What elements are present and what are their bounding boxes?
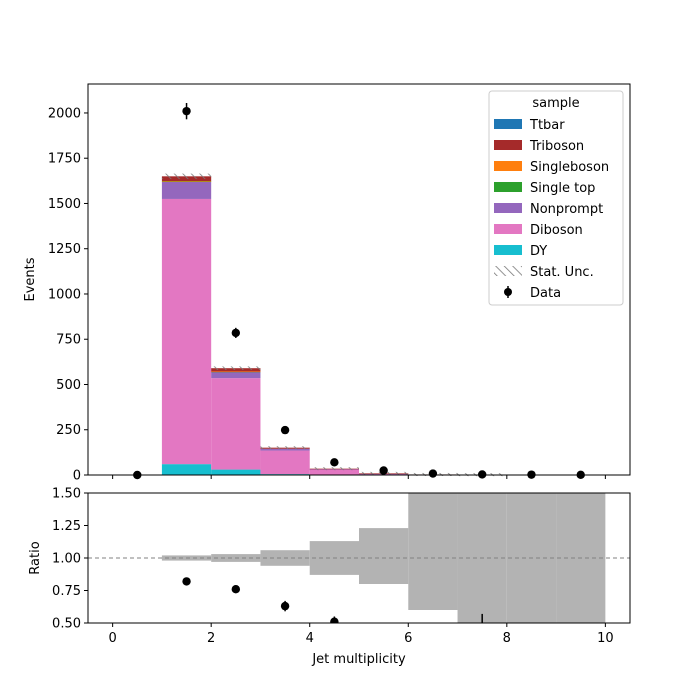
- legend-swatch-stat-unc: [494, 266, 522, 276]
- main-y-tick-label-250: 250: [56, 423, 81, 438]
- ratio-x-tick-label-4: 4: [306, 631, 314, 646]
- ratio-y-tick-label-1.25: 1.25: [52, 519, 81, 534]
- ratio-y-axis-label: Ratio: [28, 541, 43, 574]
- main-panel: 0 250 500 750 1000 1250 1500 1750 2000 Events sa…: [23, 83, 631, 484]
- legend-label-data: Data: [530, 286, 561, 301]
- bar-single-top-bin-1: [161, 181, 212, 182]
- data-point-6: [428, 469, 438, 478]
- bar-nonprompt-bin-1: [161, 181, 212, 199]
- legend-label-singleboson: Singleboson: [530, 160, 609, 175]
- ratio-y-tick-label-0.75: 0.75: [52, 584, 81, 599]
- legend-swatch-singleboson: [494, 161, 522, 171]
- stat-unc-bin-3: [260, 446, 310, 450]
- legend-label-single-top: Single top: [530, 181, 595, 196]
- bar-dy-bin-2: [211, 469, 261, 475]
- bar-diboson-bin-2: [211, 378, 261, 470]
- ratio-y-ticks: 0.50 0.75 1.00 1.25 1.50: [52, 487, 88, 632]
- legend-swatch-single-top: [494, 182, 522, 192]
- data-point-7: [477, 470, 487, 479]
- main-y-tick-label-500: 500: [56, 378, 81, 393]
- bar-singleboson-bin-2: [211, 371, 261, 373]
- legend-swatch-diboson: [494, 224, 522, 234]
- ratio-unc-band-bin-5: [359, 528, 409, 584]
- bar-diboson-bin-1: [161, 198, 212, 465]
- bar-nonprompt-bin-3: [260, 448, 310, 451]
- main-x-ticks: [112, 475, 606, 479]
- legend-box: [488, 90, 624, 306]
- data-point-1: [182, 106, 191, 116]
- bar-diboson-bin-3: [260, 450, 310, 475]
- main-y-tick-label-2000: 2000: [48, 106, 81, 121]
- main-y-tick-label-1000: 1000: [48, 287, 81, 302]
- stat-unc-bin-2: [211, 366, 261, 371]
- ratio-data-points: [182, 577, 483, 623]
- legend-label-stat-unc: Stat. Unc.: [530, 265, 594, 280]
- ratio-x-tick-label-0: 0: [108, 631, 116, 646]
- bar-diboson-bin-4: [309, 469, 359, 475]
- main-y-tick-label-0: 0: [73, 469, 81, 484]
- main-y-ticks: 0 250 500 750 1000 1250 1500 1750 2000: [48, 106, 88, 484]
- legend-label-nonprompt: Nonprompt: [530, 202, 603, 217]
- legend-label-dy: DY: [530, 244, 547, 259]
- main-y-tick-label-1250: 1250: [48, 242, 81, 257]
- data-point-4: [330, 458, 339, 467]
- main-data-points: [133, 103, 585, 480]
- stat-unc-bin-4: [309, 467, 359, 471]
- ratio-panel: 0 2 4 6 8 10 0.50 0.75 1.00 1.25 1.50 Ratio Jet m…: [28, 487, 631, 667]
- main-y-axis-label: Events: [23, 257, 38, 301]
- ratio-y-tick-label-0.50: 0.50: [52, 617, 81, 632]
- legend-title: sample: [532, 96, 579, 111]
- ratio-y-tick-label-1.00: 1.00: [52, 552, 81, 567]
- x-axis-label: Jet multiplicity: [311, 652, 406, 667]
- legend-marker-data: [504, 288, 512, 296]
- main-y-tick-label-1500: 1500: [48, 197, 81, 212]
- legend-swatch-dy: [494, 245, 522, 255]
- bar-nonprompt-bin-2: [211, 371, 261, 379]
- ratio-unc-band-bin-6: [408, 493, 458, 610]
- data-point-3: [280, 425, 290, 435]
- legend: sample Ttbar Triboson Singleboson Single top…: [488, 90, 624, 306]
- ratio-x-tick-label-2: 2: [207, 631, 215, 646]
- ratio-point-3: [330, 617, 339, 623]
- bar-singleboson-bin-1: [161, 181, 212, 182]
- ratio-point-1: [231, 585, 241, 594]
- ratio-x-tick-label-6: 6: [404, 631, 412, 646]
- ratio-x-tick-label-10: 10: [597, 631, 614, 646]
- legend-swatch-triboson: [494, 140, 522, 150]
- stat-unc-bin-1: [161, 173, 212, 180]
- legend-label-triboson: Triboson: [529, 139, 584, 154]
- ratio-x-ticks: 0 2 4 6 8 10: [108, 623, 614, 646]
- legend-label-diboson: Diboson: [530, 223, 583, 238]
- main-plot-frame: [87, 83, 631, 476]
- legend-swatch-nonprompt: [494, 203, 522, 213]
- main-y-tick-label-750: 750: [56, 333, 81, 348]
- ratio-point-2: [280, 601, 290, 611]
- legend-label-ttbar: Ttbar: [529, 118, 565, 133]
- ratio-x-tick-label-8: 8: [503, 631, 511, 646]
- data-point-2: [231, 328, 241, 338]
- ratio-point-0: [182, 577, 191, 586]
- data-point-5: [379, 466, 388, 475]
- bar-dy-bin-1: [161, 464, 212, 475]
- main-y-tick-label-1750: 1750: [48, 152, 81, 167]
- ratio-y-tick-label-1.50: 1.50: [52, 487, 81, 502]
- legend-swatch-ttbar: [494, 119, 522, 129]
